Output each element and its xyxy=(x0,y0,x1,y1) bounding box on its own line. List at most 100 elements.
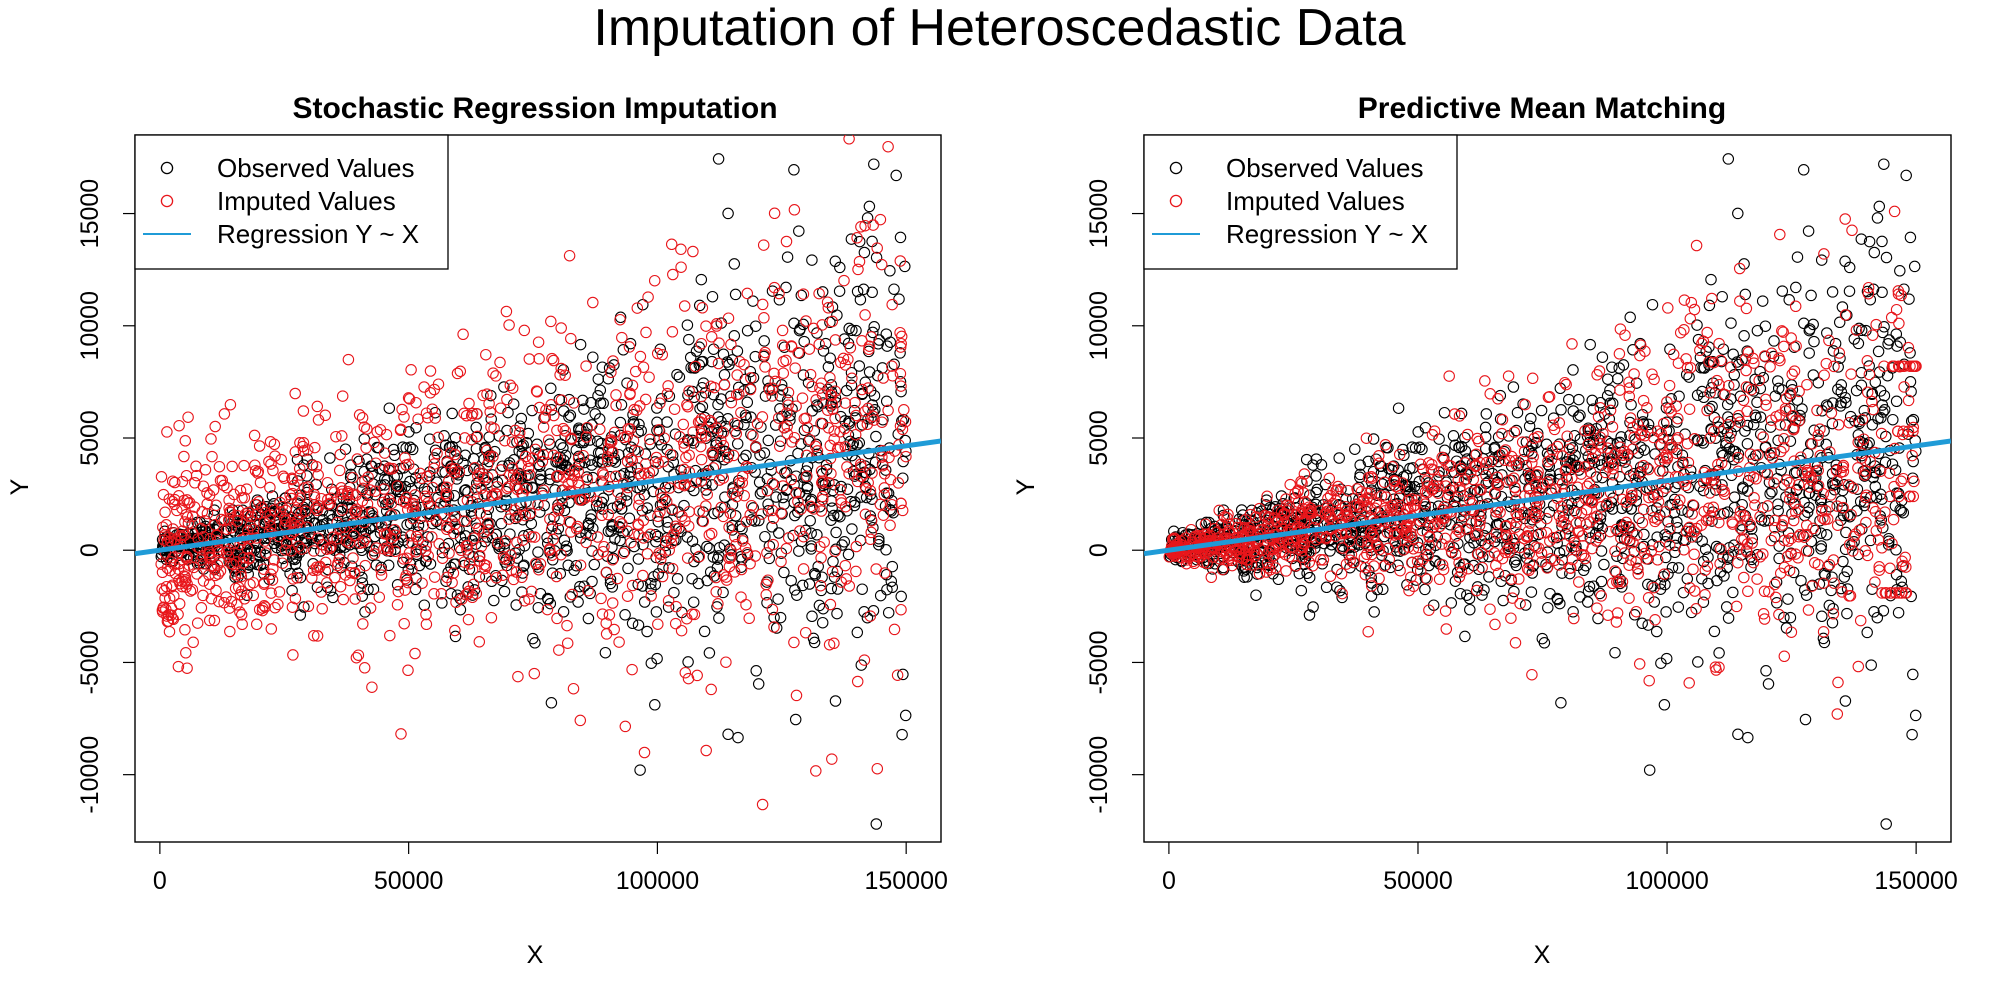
imputed-point xyxy=(353,409,366,421)
imputed-point xyxy=(378,447,391,459)
observed-point xyxy=(1463,592,1476,605)
imputed-point xyxy=(532,336,545,348)
imputed-point xyxy=(1649,614,1661,626)
observed-point xyxy=(1577,564,1590,577)
imputed-point xyxy=(204,551,216,563)
observed-point xyxy=(1852,337,1865,350)
imputed-point xyxy=(762,574,774,586)
observed-point xyxy=(446,407,458,420)
imputed-point xyxy=(661,387,674,400)
imputed-point xyxy=(675,624,688,637)
imputed-point xyxy=(383,462,395,474)
imputed-point xyxy=(180,469,193,482)
observed-point xyxy=(645,583,657,595)
observed-point xyxy=(1392,559,1404,572)
observed-point xyxy=(687,596,700,608)
imputed-point xyxy=(678,300,691,312)
observed-point xyxy=(762,434,775,447)
observed-point xyxy=(731,345,744,357)
observed-point xyxy=(388,449,401,462)
observed-point xyxy=(574,526,586,538)
observed-point xyxy=(1720,601,1733,613)
imputed-point xyxy=(502,480,515,493)
imputed-point xyxy=(773,287,785,300)
observed-point xyxy=(1398,449,1410,462)
observed-point xyxy=(624,466,637,478)
imputed-point xyxy=(621,590,634,602)
imputed-point xyxy=(608,426,621,439)
observed-point xyxy=(842,548,855,561)
imputed-point xyxy=(854,420,867,432)
imputed-point xyxy=(852,263,864,276)
observed-point xyxy=(683,333,695,346)
observed-point xyxy=(781,251,794,263)
imputed-point xyxy=(877,372,890,384)
imputed-point xyxy=(723,521,735,534)
observed-point xyxy=(1871,611,1884,624)
imputed-point xyxy=(563,468,576,481)
observed-point xyxy=(1551,593,1564,606)
observed-point xyxy=(356,590,369,602)
observed-point xyxy=(707,343,720,355)
imputed-point xyxy=(700,744,712,757)
observed-point xyxy=(817,602,829,615)
observed-point xyxy=(798,424,811,437)
imputed-point xyxy=(886,370,899,382)
observed-point xyxy=(1543,460,1556,472)
imputed-point xyxy=(708,381,721,394)
observed-point xyxy=(816,571,828,583)
observed-point xyxy=(1829,337,1842,350)
imputed-point xyxy=(898,404,910,416)
observed-point xyxy=(575,424,587,436)
imputed-point xyxy=(1393,448,1406,461)
imputed-point xyxy=(644,528,657,541)
observed-point xyxy=(1655,657,1667,669)
imputed-point xyxy=(461,544,473,556)
imputed-point xyxy=(179,624,191,636)
imputed-point xyxy=(545,315,557,328)
observed-point xyxy=(572,430,584,443)
observed-point xyxy=(1853,322,1865,335)
imputed-point xyxy=(551,612,563,625)
imputed-point xyxy=(725,338,737,351)
observed-point xyxy=(1732,207,1744,220)
observed-point xyxy=(772,593,784,605)
imputed-point xyxy=(613,636,625,648)
observed-point xyxy=(824,352,836,364)
imputed-point xyxy=(843,467,855,480)
observed-point xyxy=(1729,420,1742,433)
observed-point xyxy=(1680,368,1693,381)
imputed-point xyxy=(1778,534,1791,547)
observed-point xyxy=(673,371,686,383)
imputed-point xyxy=(1742,585,1754,598)
imputed-point xyxy=(768,621,780,633)
imputed-point xyxy=(681,612,693,625)
imputed-point xyxy=(333,464,346,477)
imputed-point xyxy=(518,324,531,337)
imputed-point xyxy=(705,331,718,343)
imputed-point xyxy=(1523,564,1535,577)
observed-point xyxy=(1708,625,1721,638)
observed-point xyxy=(831,583,844,595)
observed-point xyxy=(1464,603,1476,616)
imputed-point xyxy=(168,493,181,506)
imputed-point xyxy=(213,460,226,473)
imputed-point xyxy=(706,448,719,461)
imputed-point xyxy=(555,322,567,334)
observed-point xyxy=(1826,286,1839,298)
imputed-point xyxy=(614,313,626,326)
observed-point xyxy=(1827,345,1840,357)
observed-point xyxy=(1614,436,1626,449)
observed-point xyxy=(1703,299,1716,312)
imputed-point xyxy=(209,420,221,433)
observed-point xyxy=(1903,293,1915,305)
imputed-point xyxy=(366,506,379,519)
observed-point xyxy=(564,591,577,603)
observed-point xyxy=(378,534,391,547)
imputed-point xyxy=(695,431,707,444)
imputed-point xyxy=(877,509,890,521)
imputed-point xyxy=(349,593,361,605)
imputed-point xyxy=(1453,526,1466,538)
imputed-point xyxy=(336,504,348,516)
imputed-point xyxy=(242,506,254,519)
